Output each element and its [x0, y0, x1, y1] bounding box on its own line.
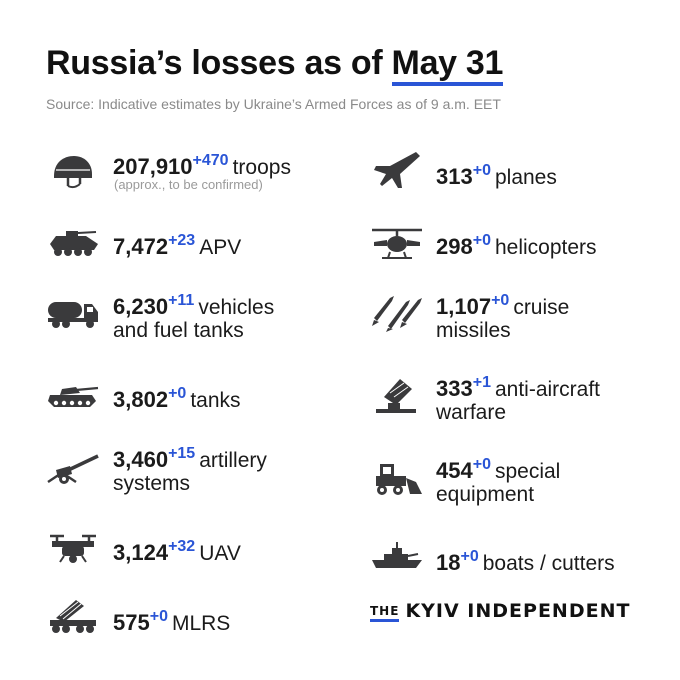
- stat-label: APV: [199, 236, 242, 259]
- source-note: Source: Indicative estimates by Ukraine’…: [46, 96, 501, 112]
- stat-delta: +0: [491, 292, 510, 309]
- stat-label: artillery: [199, 449, 267, 472]
- stat-text: 18+0 boats / cutters: [436, 542, 615, 579]
- stat-value: 207,910: [113, 154, 193, 179]
- stat-label: anti-aircraft: [494, 378, 600, 401]
- apv-icon: [46, 220, 100, 260]
- stat-text: 313+0 planes: [436, 156, 557, 193]
- stat-label: troops: [232, 156, 291, 179]
- kyiv-independent-logo: THE KYIV INDEPENDENT: [370, 600, 630, 622]
- stat-label: helicopters: [494, 236, 597, 259]
- stat-delta: +0: [149, 608, 168, 625]
- stat-label-line2: equipment: [436, 483, 535, 506]
- stat-delta: +15: [168, 445, 196, 462]
- stat-label: vehicles: [198, 296, 275, 319]
- stat-text: 333+1 anti-aircraft: [436, 368, 600, 405]
- logo-the: THE: [370, 604, 400, 622]
- helicopter-icon: [370, 222, 424, 262]
- stat-text: 454+0 special: [436, 450, 560, 487]
- stat-value: 7,472: [113, 234, 169, 259]
- helmet-icon: [46, 150, 100, 190]
- stat-label-line2: and fuel tanks: [113, 319, 244, 342]
- page-title: Russia’s losses as of May 31: [46, 44, 503, 86]
- stat-value: 333: [436, 376, 473, 401]
- stat-text: 3,124+32 UAV: [113, 532, 241, 569]
- stat-text: 6,230+11 vehicles: [113, 286, 274, 323]
- artillery-icon: [46, 448, 100, 488]
- stat-label-line2: warfare: [436, 401, 507, 424]
- title-prefix: Russia’s losses as of: [46, 44, 392, 82]
- stat-label: cruise: [513, 296, 570, 319]
- drone-icon: [46, 528, 100, 568]
- stat-text: 7,472+23 APV: [113, 226, 241, 263]
- stat-text: 575+0 MLRS: [113, 602, 230, 639]
- stat-text: 3,802+0 tanks: [113, 379, 241, 416]
- stat-delta: +1: [472, 374, 491, 391]
- stat-delta: +0: [472, 162, 491, 179]
- fuel-truck-icon: [46, 292, 100, 332]
- stat-delta: +470: [192, 152, 229, 169]
- stat-value: 18: [436, 550, 461, 575]
- stat-label-line2: systems: [113, 472, 191, 495]
- stat-value: 298: [436, 234, 473, 259]
- missile-icon: [370, 292, 424, 332]
- boat-icon: [370, 538, 424, 578]
- stat-value: 454: [436, 458, 473, 483]
- anti-aircraft-icon: [370, 375, 424, 415]
- stat-label: tanks: [190, 389, 241, 412]
- stat-value: 3,124: [113, 540, 169, 565]
- stat-delta: +0: [472, 456, 491, 473]
- stat-value: 1,107: [436, 294, 492, 319]
- stat-value: 3,802: [113, 387, 169, 412]
- stat-value: 313: [436, 164, 473, 189]
- stat-delta: +0: [460, 548, 479, 565]
- stat-label: UAV: [199, 542, 241, 565]
- stat-delta: +23: [168, 232, 196, 249]
- stat-delta: +0: [168, 385, 187, 402]
- stat-text: 298+0 helicopters: [436, 226, 597, 263]
- logo-name: KYIV INDEPENDENT: [405, 600, 631, 622]
- stat-value: 575: [113, 610, 150, 635]
- stat-delta: +32: [168, 538, 196, 555]
- stat-text: 207,910+470 troops: [113, 146, 291, 183]
- stat-label: planes: [494, 166, 557, 189]
- stat-label: boats / cutters: [482, 552, 615, 575]
- tank-icon: [46, 375, 100, 415]
- bulldozer-icon: [370, 458, 424, 498]
- stat-text: 3,460+15 artillery: [113, 439, 267, 476]
- title-date: May 31: [391, 44, 503, 86]
- stat-label: MLRS: [171, 612, 231, 635]
- plane-icon: [370, 150, 424, 190]
- stat-note: (approx., to be confirmed): [114, 177, 263, 192]
- stat-text: 1,107+0 cruise: [436, 286, 569, 323]
- stat-value: 6,230: [113, 294, 169, 319]
- mlrs-icon: [46, 596, 100, 636]
- stat-delta: +0: [472, 232, 491, 249]
- stat-label: special: [494, 460, 561, 483]
- stat-value: 3,460: [113, 447, 169, 472]
- stat-delta: +11: [168, 292, 195, 309]
- stat-label-line2: missiles: [436, 319, 511, 342]
